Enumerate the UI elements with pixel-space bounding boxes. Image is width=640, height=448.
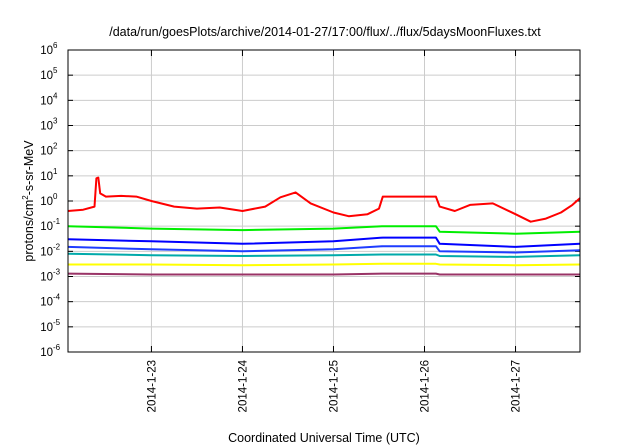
y-tick-exponent: -6 bbox=[53, 343, 61, 352]
y-axis-label: protons/cm2-s-sr-MeV bbox=[21, 140, 36, 262]
y-tick-exponent: 3 bbox=[53, 117, 58, 126]
y-tick-base: 10 bbox=[40, 272, 53, 284]
y-tick-exponent: 5 bbox=[53, 66, 58, 75]
x-tick-label: 2014-1-27 bbox=[511, 360, 523, 412]
y-tick-label: 10 bbox=[40, 246, 53, 258]
y-tick-exponent: 1 bbox=[53, 167, 58, 176]
series-line-4 bbox=[67, 252, 581, 258]
y-tick-base: 10 bbox=[40, 297, 53, 309]
y-tick-label: 10 bbox=[40, 121, 53, 133]
y-tick-base: 10 bbox=[40, 347, 53, 359]
y-tick-label: 10 bbox=[40, 45, 53, 57]
plot-border bbox=[67, 49, 581, 353]
x-tick-label: 2014-1-26 bbox=[420, 360, 432, 412]
series-line-1 bbox=[67, 225, 581, 235]
x-tick-label: 2014-1-25 bbox=[328, 360, 340, 412]
y-tick-base: 10 bbox=[40, 95, 53, 107]
series-line-6 bbox=[67, 272, 580, 276]
y-tick-label: 10 bbox=[40, 322, 53, 334]
y-tick-label: 10 bbox=[40, 272, 53, 284]
y-tick-label: 10 bbox=[40, 146, 53, 158]
y-tick-label: 10 bbox=[40, 221, 53, 233]
y-tick-label: 10 bbox=[40, 297, 53, 309]
series-line-2 bbox=[67, 236, 581, 248]
series-group bbox=[67, 176, 581, 276]
y-tick-exponent: -5 bbox=[53, 318, 61, 327]
y-axis-label-exponent: 2 bbox=[21, 195, 30, 200]
x-tick-label: 2014-1-24 bbox=[237, 359, 249, 412]
y-tick-exponent: 6 bbox=[53, 41, 58, 50]
y-tick-exponent: -4 bbox=[53, 293, 61, 302]
y-tick-base: 10 bbox=[40, 146, 53, 158]
y-tick-base: 10 bbox=[40, 322, 53, 334]
y-tick-label: 10 bbox=[40, 95, 53, 107]
y-tick-base: 10 bbox=[40, 171, 53, 183]
y-tick-exponent: -2 bbox=[53, 242, 61, 251]
y-tick-label: 10 bbox=[40, 171, 53, 183]
x-tick-label: 2014-1-23 bbox=[146, 360, 158, 412]
chart-title: /data/run/goesPlots/archive/2014-01-27/1… bbox=[109, 25, 541, 39]
y-axis: 10 -610 -510 -410 -310 -210 -110 010 110 210 310 41… bbox=[40, 41, 580, 359]
y-tick-base: 10 bbox=[40, 246, 53, 258]
y-tick-label: 10 bbox=[40, 70, 53, 82]
y-tick-base: 10 bbox=[40, 121, 53, 133]
y-axis-label-prefix: protons/cm bbox=[22, 200, 36, 262]
y-tick-exponent: 0 bbox=[53, 192, 58, 201]
series-line-0 bbox=[67, 176, 581, 223]
series-line-3 bbox=[67, 245, 581, 254]
y-tick-base: 10 bbox=[40, 70, 53, 82]
x-axis: 2014-1-23 2014-1-24 2014-1-25 2014-1-26 2014… bbox=[146, 50, 523, 412]
y-tick-exponent: -3 bbox=[53, 268, 61, 277]
y-tick-base: 10 bbox=[40, 196, 53, 208]
y-axis-label-suffix: -s-sr-MeV bbox=[22, 140, 36, 196]
y-tick-exponent: -1 bbox=[53, 217, 61, 226]
y-tick-exponent: 4 bbox=[53, 91, 58, 100]
series-line-5 bbox=[68, 262, 581, 267]
y-tick-label: 10 bbox=[40, 347, 53, 359]
y-tick-base: 10 bbox=[40, 221, 53, 233]
y-tick-base: 10 bbox=[40, 45, 53, 57]
x-axis-label: Coordinated Universal Time (UTC) bbox=[228, 431, 420, 445]
y-tick-exponent: 2 bbox=[53, 142, 58, 151]
y-tick-label: 10 bbox=[40, 196, 53, 208]
grid bbox=[68, 49, 580, 353]
